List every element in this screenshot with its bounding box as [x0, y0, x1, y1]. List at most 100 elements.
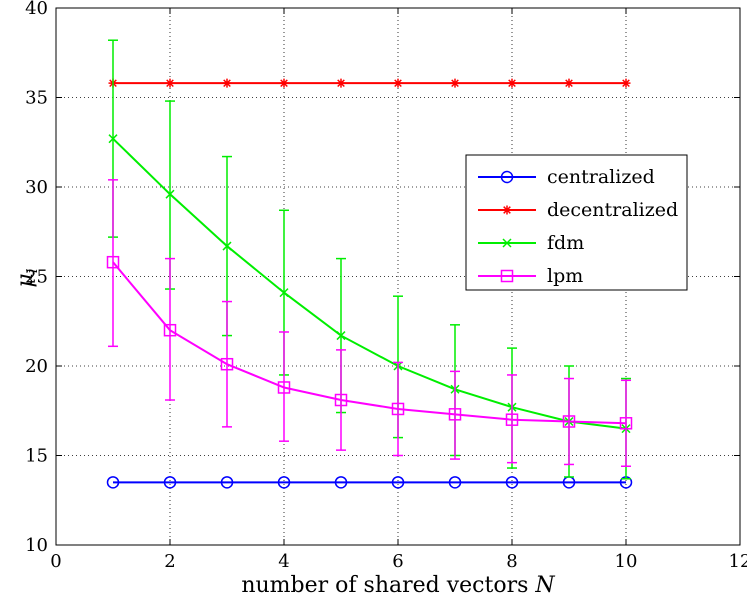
marker-star [393, 78, 403, 88]
marker-star [165, 78, 175, 88]
data-point [391, 402, 405, 416]
y-axis-label: μi [13, 268, 41, 287]
marker-square [163, 323, 177, 337]
marker-square [277, 381, 291, 394]
legend-marker [500, 170, 514, 184]
data-point [450, 78, 460, 88]
marker-x [222, 241, 232, 251]
legend-label: centralized [547, 166, 655, 188]
y-ticks: 10 15 20 25 30 35 40 [25, 0, 740, 556]
marker-square [448, 408, 462, 421]
data-point [448, 476, 462, 489]
marker-star [222, 78, 232, 88]
y-tick-label: 35 [25, 88, 48, 109]
marker-square [505, 413, 519, 426]
data-point [391, 476, 405, 489]
legend-marker [502, 238, 512, 248]
y-tick-label: 15 [25, 446, 48, 467]
data-point [334, 476, 348, 489]
y-tick-label: 20 [25, 356, 48, 377]
marker-star [336, 78, 346, 88]
legend-item-centralized: centralized [478, 166, 655, 188]
marker-star [279, 78, 289, 88]
data-point [279, 288, 289, 298]
marker-circle [500, 170, 514, 184]
marker-x [336, 331, 346, 341]
series-group [106, 39, 633, 489]
x-tick-label: 8 [506, 551, 517, 572]
y-tick-label: 10 [25, 535, 48, 556]
data-point [106, 476, 120, 489]
data-point [220, 357, 234, 371]
data-point [165, 78, 175, 88]
marker-circle [505, 476, 519, 489]
data-point [163, 323, 177, 337]
marker-star [450, 78, 460, 88]
marker-circle [277, 476, 291, 489]
data-point [277, 381, 291, 394]
x-tick-label: 6 [392, 551, 403, 572]
marker-star [564, 78, 574, 88]
marker-x [108, 134, 118, 144]
legend-marker [500, 269, 514, 283]
marker-circle [391, 476, 405, 489]
marker-circle [334, 476, 348, 489]
x-axis-label: number of shared vectors N [241, 573, 555, 598]
series-centralized [106, 476, 633, 489]
legend-label: decentralized [547, 199, 678, 221]
legend-item-fdm: fdm [478, 232, 584, 254]
series-line [112, 261, 627, 425]
marker-star [621, 78, 631, 88]
x-tick-label: 12 [729, 551, 747, 572]
y-tick-label: 25 [25, 267, 48, 288]
data-point [108, 134, 118, 144]
data-point [621, 78, 631, 88]
x-tick-label: 4 [278, 551, 289, 572]
data-point [222, 241, 232, 251]
series-line [112, 137, 627, 430]
data-point [277, 476, 291, 489]
legend-marker [502, 205, 512, 215]
marker-star [502, 205, 512, 215]
marker-x [279, 288, 289, 298]
marker-x [502, 238, 512, 248]
data-point [505, 476, 519, 489]
legend-item-decentralized: decentralized [478, 199, 678, 221]
data-point [505, 413, 519, 426]
x-tick-label: 2 [164, 551, 175, 572]
y-tick-label: 40 [25, 0, 48, 19]
data-point [336, 78, 346, 88]
x-tick-label: 0 [50, 551, 61, 572]
data-point [334, 393, 348, 407]
data-point [448, 408, 462, 421]
legend-label: lpm [547, 265, 583, 287]
data-point [279, 78, 289, 88]
data-point [562, 415, 576, 428]
plot-frame [55, 7, 741, 546]
data-point [163, 476, 177, 489]
data-point [393, 78, 403, 88]
marker-x [165, 189, 175, 199]
legend: centralized decentralized fdm lpm [465, 154, 688, 291]
marker-square [334, 393, 348, 407]
series-lpm [106, 179, 633, 467]
data-point [220, 476, 234, 489]
marker-circle [448, 476, 462, 489]
marker-square [391, 402, 405, 416]
marker-circle [106, 476, 120, 489]
data-point [106, 255, 120, 269]
marker-square [619, 417, 633, 430]
y-tick-label: 30 [25, 177, 48, 198]
x-tick-label: 10 [615, 551, 638, 572]
marker-square [562, 415, 576, 428]
data-point [336, 331, 346, 341]
marker-circle [220, 476, 234, 489]
data-point [507, 78, 517, 88]
marker-square [106, 255, 120, 269]
data-point [222, 78, 232, 88]
marker-circle [163, 476, 177, 489]
legend-item-lpm: lpm [478, 265, 583, 287]
data-point [619, 417, 633, 430]
marker-square [220, 357, 234, 371]
legend-label: fdm [547, 232, 584, 254]
